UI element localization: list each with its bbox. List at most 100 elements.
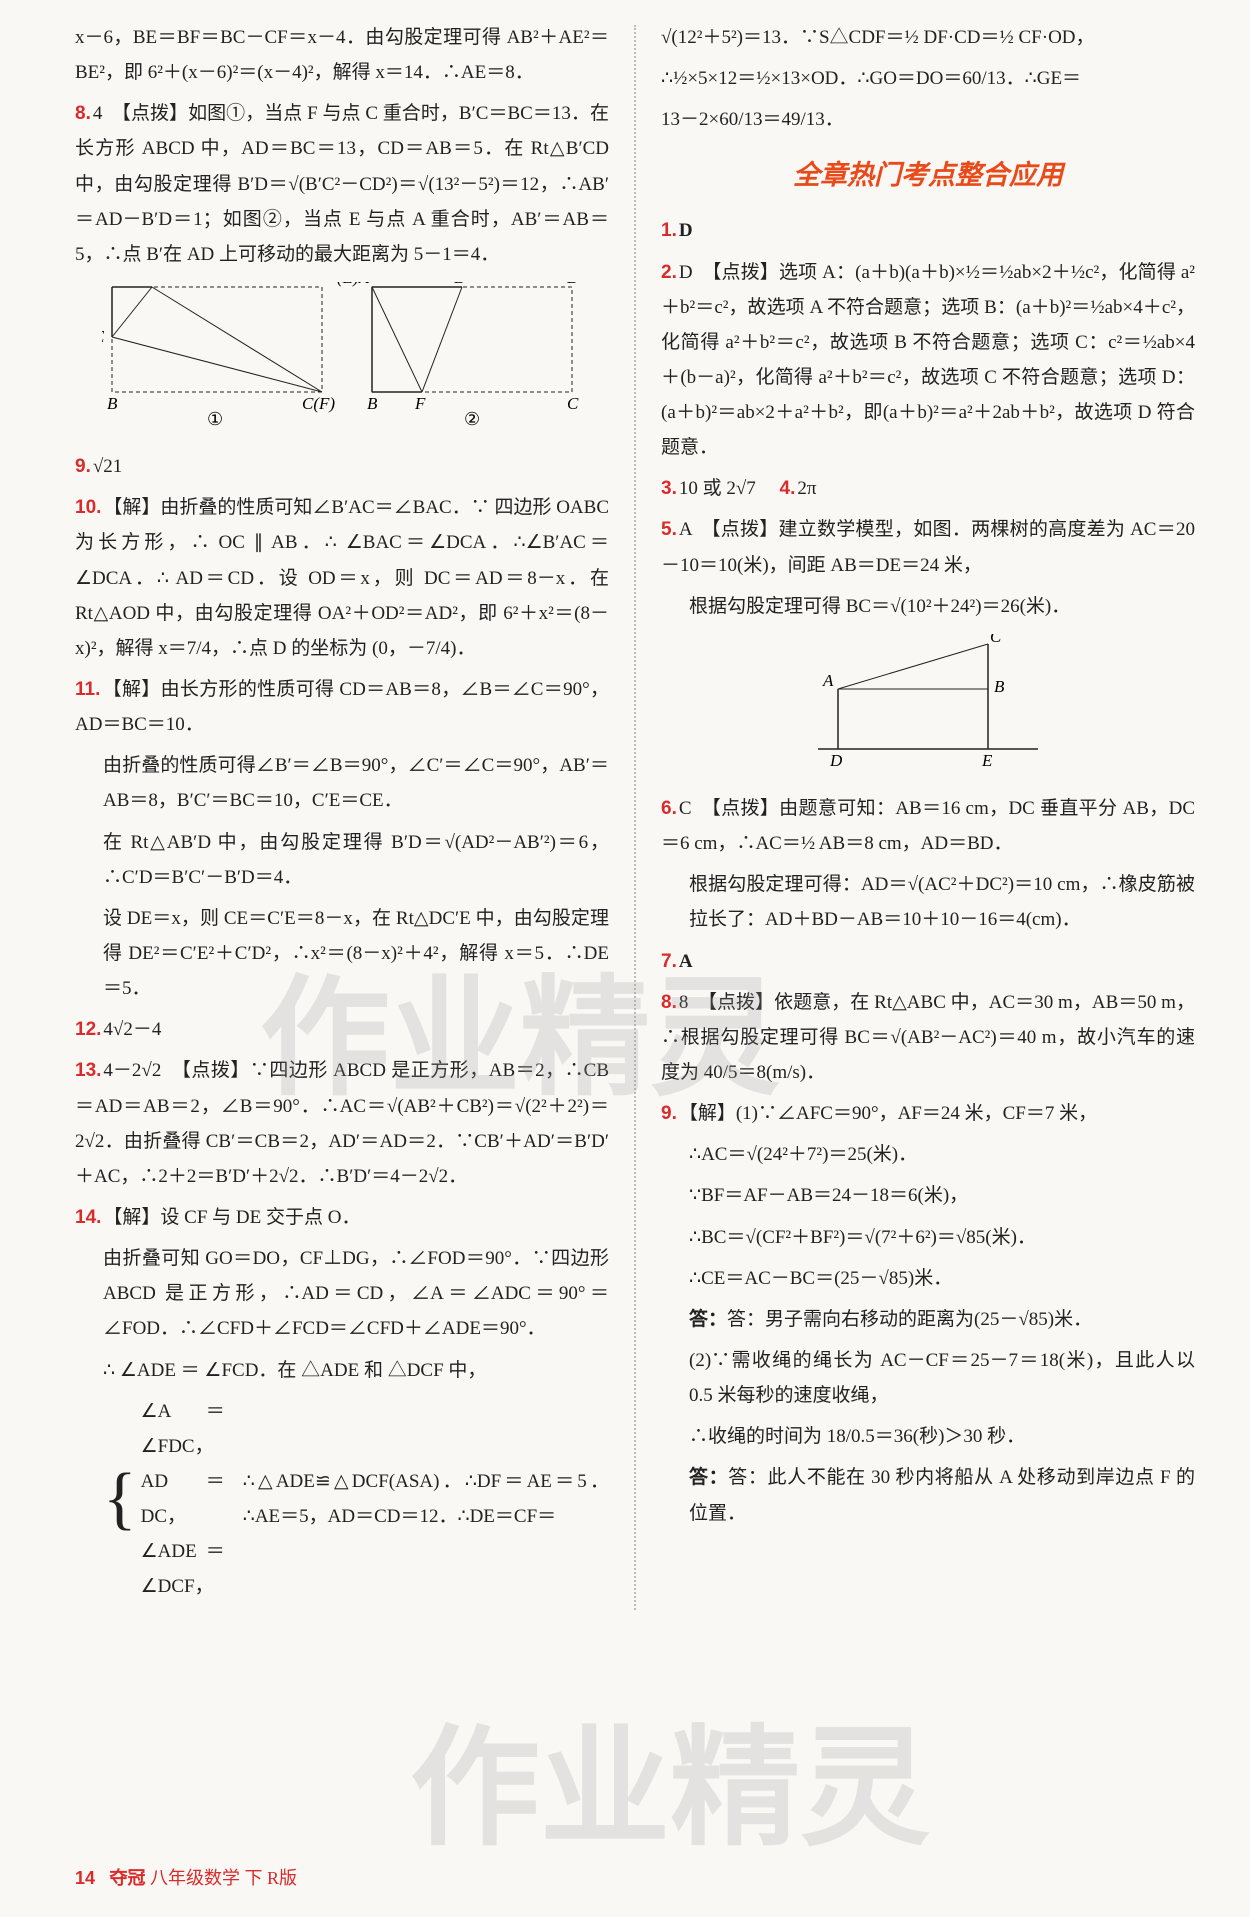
answer-text: 2π — [797, 478, 816, 499]
problem-number: 5. — [661, 519, 677, 540]
solution-line: (2)∵需收绳的绳长为 AC－CF＝25－7＝18(米)，且此人以 0.5 米每… — [661, 1343, 1195, 1413]
brace-line: ∠ADE＝∠DCF， — [141, 1541, 225, 1597]
problem-13: 13.4－2√2 【点拨】∵四边形 ABCD 是正方形，AB＝2，∴CB＝AD＝… — [75, 1053, 609, 1194]
solution-line: 根据勾股定理可得：AD＝√(AC²＋DC²)＝10 cm，∴橡皮筋被拉长了：AD… — [661, 867, 1195, 937]
problem-8: 8.4 【点拨】如图①，当点 F 与点 C 重合时，B′C＝BC＝13．在长方形… — [75, 96, 609, 272]
answer-text: 4√2－4 — [103, 1019, 161, 1040]
answer-text: 答：此人不能在 30 秒内将船从 A 处移动到岸边点 F 的位置． — [689, 1467, 1195, 1523]
problem-number: 3. — [661, 478, 677, 499]
problem-11: 11.【解】由长方形的性质可得 CD＝AB＝8，∠B＝∠C＝90°，AD＝BC＝… — [75, 672, 609, 742]
problem-number: 14. — [75, 1207, 101, 1228]
svg-text:①: ① — [207, 409, 223, 427]
solution-line: ∴AC＝√(24²＋7²)＝25(米)． — [661, 1137, 1195, 1172]
solution-text: D 【点拨】选项 A：(a＋b)(a＋b)×½＝½ab×2＋½c²，化简得 a²… — [661, 262, 1195, 459]
problem-number: 11. — [75, 679, 100, 700]
svg-text:B′: B′ — [454, 282, 468, 287]
footer-brand: 夺冠 — [110, 1868, 146, 1888]
right-column: √(12²＋5²)＝13．∵S△CDF＝½ DF·CD＝½ CF·OD， ∴½×… — [661, 20, 1195, 1610]
solution-line: ∵BF＝AF－AB＝24－18＝6(米)， — [661, 1178, 1195, 1213]
svg-text:C: C — [990, 634, 1002, 646]
answer-line: 答：答：此人不能在 30 秒内将船从 A 处移动到岸边点 F 的位置． — [661, 1460, 1195, 1530]
solution-text: A 【点拨】建立数学模型，如图．两棵树的高度差为 AC＝20－10＝10(米)，… — [661, 519, 1195, 575]
problem-number: 7. — [661, 951, 677, 972]
problem-14: 14.【解】设 CF 与 DE 交于点 O． — [75, 1200, 609, 1235]
answer-text: √21 — [93, 456, 122, 477]
problem-12: 12.4√2－4 — [75, 1012, 609, 1047]
problem-number: 10. — [75, 497, 101, 518]
problem-number: 1. — [661, 220, 677, 241]
problem-2: 2.D 【点拨】选项 A：(a＋b)(a＋b)×½＝½ab×2＋½c²，化简得 … — [661, 255, 1195, 466]
diagram-trees: A B C D E — [798, 634, 1058, 769]
problem-number: 9. — [75, 456, 91, 477]
svg-text:E: E — [102, 327, 105, 346]
answer-text: 答：男子需向右移动的距离为(25－√85)米． — [727, 1309, 1092, 1330]
svg-text:(E)A: (E)A — [337, 282, 370, 287]
solution-text: 【解】由折叠的性质可知∠B′AC＝∠BAC．∵ 四边形 OABC 为长方形，∴ … — [75, 497, 609, 659]
problem-10: 10.【解】由折叠的性质可知∠B′AC＝∠BAC．∵ 四边形 OABC 为长方形… — [75, 490, 609, 666]
svg-text:B: B — [994, 677, 1005, 696]
solution-line: 在 Rt△AB′D 中，由勾股定理得 B′D＝√(AD²－AB′²)＝6，∴C′… — [75, 825, 609, 895]
figure-trees: A B C D E — [661, 634, 1195, 781]
solution-line: ∴收绳的时间为 18/0.5＝36(秒)＞30 秒． — [661, 1419, 1195, 1454]
solution-text: C 【点拨】由题意可知：AB＝16 cm，DC 垂直平分 AB，DC＝6 cm，… — [661, 798, 1195, 854]
solution-text: 【解】(1)∵∠AFC＝90°，AF＝24 米，CF＝7 米， — [679, 1103, 1097, 1124]
solution-text: 4－2√2 【点拨】∵四边形 ABCD 是正方形，AB＝2，∴CB＝AD＝AB＝… — [75, 1060, 609, 1186]
problem-number: 2. — [661, 262, 677, 283]
solution-continuation: ∴△ADE≌△DCF(ASA)．∴DF＝AE＝5．∴AE＝5，AD＝CD＝12．… — [243, 1464, 609, 1534]
section-heading: 全章热门考点整合应用 — [661, 151, 1195, 201]
svg-text:B: B — [107, 394, 118, 413]
column-separator — [634, 25, 636, 1610]
solution-line: ∴CE＝AC－BC＝(25－√85)米． — [661, 1261, 1195, 1296]
problem-number: 8. — [75, 103, 91, 124]
figure-rectangles: A B′ D E B C(F) ① (E)A B′ — [75, 282, 609, 439]
svg-text:D: D — [829, 751, 843, 769]
two-column-layout: x－6，BE＝BF＝BC－CF＝x－4．由勾股定理可得 AB²＋AE²＝BE²，… — [75, 20, 1195, 1610]
svg-text:A: A — [109, 282, 121, 286]
solution-line: 由折叠的性质可得∠B′＝∠B＝90°，∠C′＝∠C＝90°，AB′＝AB＝8，B… — [75, 748, 609, 818]
left-brace-icon: { — [103, 1487, 137, 1512]
solution-line: ∴BC＝√(CF²＋BF²)＝√(7²＋6²)＝√85(米)． — [661, 1220, 1195, 1255]
page-number: 14 — [75, 1868, 95, 1888]
problem-9: 9.√21 — [75, 449, 609, 484]
continuation-text: ∴½×5×12＝½×13×OD．∴GO＝DO＝60/13．∴GE＝ — [661, 61, 1195, 96]
problem-number: 4. — [780, 478, 796, 499]
problem-number: 13. — [75, 1060, 101, 1081]
svg-text:D: D — [316, 282, 330, 286]
continuation-text: √(12²＋5²)＝13．∵S△CDF＝½ DF·CD＝½ CF·OD， — [661, 20, 1195, 55]
problem-1: 1.D — [661, 213, 1195, 248]
solution-line: 根据勾股定理可得 BC＝√(10²＋24²)＝26(米)． — [661, 589, 1195, 624]
left-column: x－6，BE＝BF＝BC－CF＝x－4．由勾股定理可得 AB²＋AE²＝BE²，… — [75, 20, 609, 1610]
continuation-text: x－6，BE＝BF＝BC－CF＝x－4．由勾股定理可得 AB²＋AE²＝BE²，… — [75, 20, 609, 90]
problem-number: 12. — [75, 1019, 101, 1040]
svg-text:C: C — [567, 394, 579, 413]
svg-text:E: E — [981, 751, 993, 769]
svg-text:A: A — [822, 671, 834, 690]
answer-text: D — [679, 220, 693, 241]
svg-text:B: B — [367, 394, 378, 413]
solution-text: 8 【点拨】依题意，在 Rt△ABC 中，AC＝30 m，AB＝50 m，∴根据… — [661, 992, 1195, 1083]
page-footer: 14 夺冠 八年级数学 下 R版 — [75, 1862, 297, 1895]
svg-text:B′: B′ — [144, 282, 158, 286]
problem-7: 7.A — [661, 944, 1195, 979]
brace-line: AD＝DC， — [141, 1471, 225, 1527]
solution-line: 由折叠可知 GO＝DO，CF⊥DG，∴∠FOD＝90°．∵四边形 ABCD 是正… — [75, 1241, 609, 1346]
solution-line: 设 DE＝x，则 CE＝C′E＝8－x，在 Rt△DC′E 中，由勾股定理得 D… — [75, 901, 609, 1006]
answer-text: A — [679, 951, 693, 972]
continuation-text: 13－2×60/13＝49/13． — [661, 102, 1195, 137]
solution-text: 【解】由长方形的性质可得 CD＝AB＝8，∠B＝∠C＝90°，AD＝BC＝10． — [75, 679, 609, 735]
solution-text: 【解】设 CF 与 DE 交于点 O． — [103, 1207, 360, 1228]
brace-line: ∠A＝∠FDC， — [141, 1401, 225, 1457]
problem-8r: 8.8 【点拨】依题意，在 Rt△ABC 中，AC＝30 m，AB＝50 m，∴… — [661, 985, 1195, 1090]
problem-text: 4 【点拨】如图①，当点 F 与点 C 重合时，B′C＝BC＝13．在长方形 A… — [75, 103, 609, 265]
answer-text: 10 或 2√7 — [679, 478, 756, 499]
svg-text:F: F — [414, 394, 426, 413]
brace-block: { ∠A＝∠FDC， AD＝DC， ∠ADE＝∠DCF， ∴△ADE≌△DCF(… — [75, 1394, 609, 1605]
diagram-1-2: A B′ D E B C(F) ① (E)A B′ — [102, 282, 582, 427]
svg-text:D: D — [566, 282, 580, 287]
solution-line: ∴ ∠ADE ＝ ∠FCD．在 △ADE 和 △DCF 中， — [75, 1353, 609, 1388]
problem-number: 6. — [661, 798, 677, 819]
watermark: 作业精灵 — [410, 1670, 930, 1911]
svg-text:C(F): C(F) — [302, 394, 335, 413]
problem-6: 6.C 【点拨】由题意可知：AB＝16 cm，DC 垂直平分 AB，DC＝6 c… — [661, 791, 1195, 861]
footer-text: 八年级数学 下 R版 — [150, 1868, 297, 1888]
